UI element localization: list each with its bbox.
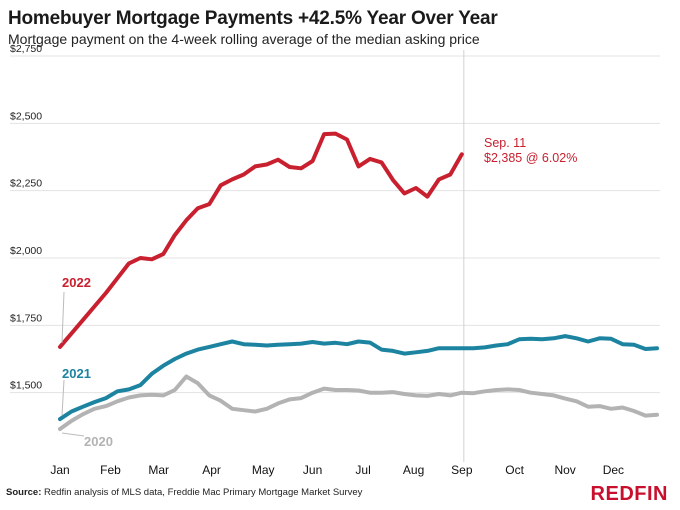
series-labels: 2022 2021 2020 Sep. 11$2,385 @ 6.02%: [61, 136, 577, 449]
y-tick-label: $2,250: [10, 178, 42, 190]
current-value-label: $2,385 @ 6.02%: [484, 151, 577, 165]
redfin-logo: REDFIN: [590, 483, 668, 505]
y-tick-label: $2,000: [10, 245, 42, 257]
x-tick-label: Sep: [451, 463, 473, 477]
y-tick-label: $2,500: [10, 110, 42, 122]
x-tick-label: Mar: [148, 463, 169, 477]
x-tick-label: Dec: [603, 463, 624, 477]
y-tick-label: $1,500: [10, 380, 42, 392]
current-date-label: Sep. 11: [484, 136, 526, 150]
x-axis-ticks: Jan Feb Mar Apr May Jun Jul Aug Sep Oct Nov Dec: [50, 463, 624, 477]
leader-line: [61, 432, 85, 437]
series-label-2021: 2021: [62, 366, 91, 381]
series-label-2020: 2020: [84, 434, 113, 449]
x-tick-label: Nov: [554, 463, 575, 477]
line-chart: $1,500 $1,750 $2,000 $2,250 $2,500 $2,750 Jan…: [10, 43, 660, 477]
leader-line: [61, 379, 65, 416]
x-tick-label: Aug: [403, 463, 424, 477]
source-note: Source: Redfin analysis of MLS data, Fre…: [6, 487, 363, 498]
chart-subtitle: Mortgage payment on the 4-week rolling a…: [8, 31, 480, 47]
gridlines: [10, 55, 660, 394]
y-tick-label: $1,750: [10, 312, 42, 324]
leader-line: [61, 291, 65, 343]
x-tick-label: Oct: [505, 463, 524, 477]
x-tick-label: Jun: [303, 463, 322, 477]
series-line-2021: [58, 334, 659, 422]
series-lines: [58, 131, 659, 431]
x-tick-label: Feb: [100, 463, 121, 477]
x-tick-label: Jan: [50, 463, 69, 477]
y-tick-label: $2,750: [10, 43, 42, 55]
series-line-2022: [58, 131, 464, 349]
series-line-2020: [58, 374, 659, 431]
x-tick-label: May: [252, 463, 275, 477]
x-tick-label: Jul: [355, 463, 370, 477]
chart-title: Homebuyer Mortgage Payments +42.5% Year …: [8, 8, 498, 29]
series-label-2022: 2022: [62, 275, 91, 290]
x-tick-label: Apr: [202, 463, 221, 477]
y-axis-ticks: $1,500 $1,750 $2,000 $2,250 $2,500 $2,750: [10, 43, 42, 392]
